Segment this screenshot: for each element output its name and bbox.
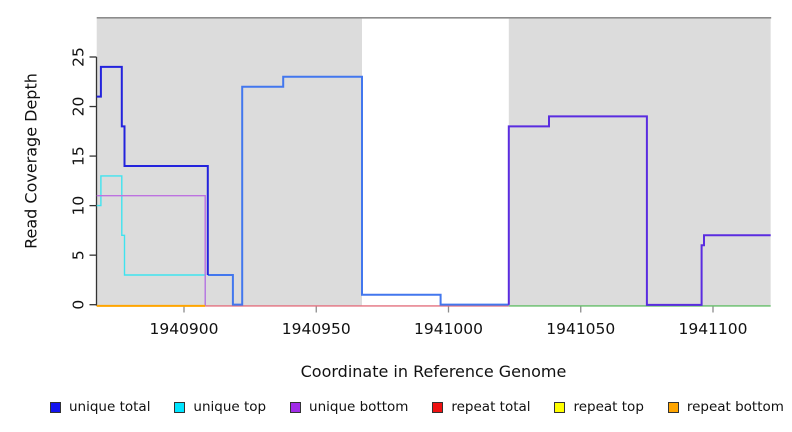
legend-item-repeat-total: repeat total [432, 399, 531, 415]
legend-item-repeat-top: repeat top [554, 399, 644, 415]
legend-item-repeat-bottom: repeat bottom [667, 399, 784, 415]
y-tick-label: 25 [70, 47, 88, 67]
legend-label: unique top [193, 399, 267, 415]
legend-swatch-icon [667, 401, 679, 413]
x-tick-label: 1941100 [678, 320, 747, 338]
series-unique-total-right [207, 75, 509, 306]
series-unique-bottom-right [507, 115, 771, 306]
series-unique-total-left [96, 65, 209, 275]
legend-label: repeat bottom [686, 399, 784, 415]
x-tick-label: 1941000 [414, 320, 483, 338]
x-tick-label: 1940900 [149, 320, 218, 338]
legend-label: repeat total [451, 399, 531, 415]
series-unique-bottom-left [96, 194, 206, 306]
legend-item-unique-total: unique total [50, 399, 150, 415]
legend-label: unique bottom [309, 399, 409, 415]
repeat-region-shading [508, 18, 771, 306]
repeat-region-shading [96, 18, 363, 306]
y-tick-label: 15 [70, 146, 88, 166]
y-tick-label: 0 [70, 300, 88, 310]
legend-label: unique total [69, 399, 151, 415]
legend-swatch-icon [174, 401, 186, 413]
legend-swatch-icon [554, 401, 566, 413]
legend: unique total unique top unique bottom repea… [50, 399, 784, 415]
legend-swatch-icon [290, 401, 302, 413]
legend-item-unique-bottom: unique bottom [290, 399, 408, 415]
legend-swatch-icon [50, 401, 61, 413]
y-tick-label: 10 [70, 196, 88, 216]
legend-label: repeat top [573, 399, 644, 415]
y-tick-label: 5 [70, 250, 88, 260]
y-tick-label: 20 [70, 97, 88, 117]
legend-swatch-icon [432, 401, 444, 413]
x-tick-label: 1941050 [546, 320, 615, 338]
x-tick-label: 1940950 [282, 320, 351, 338]
legend-item-unique-top: unique top [174, 399, 266, 415]
x-axis-title: Coordinate in Reference Genome [300, 362, 567, 381]
